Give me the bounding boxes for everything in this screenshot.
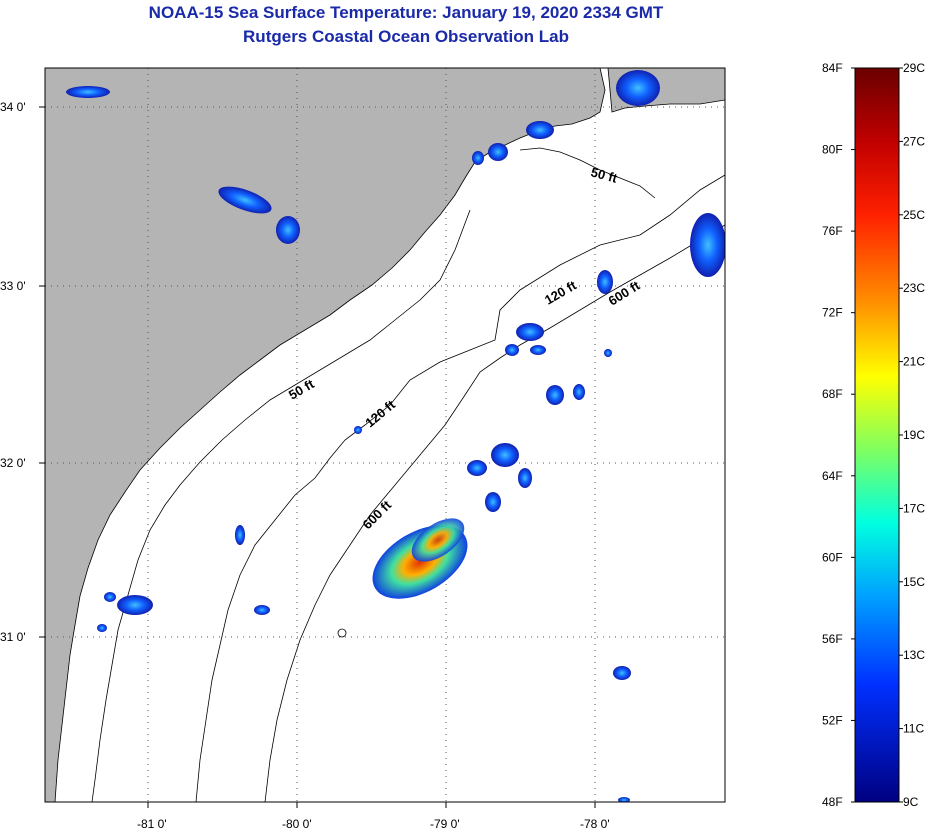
colorbar-c-label: 27C bbox=[903, 134, 925, 148]
lat-tick-2: 33 0' bbox=[0, 279, 26, 293]
contour-600ft bbox=[264, 224, 725, 802]
contour-120ft bbox=[195, 174, 725, 802]
colorbar-c-label: 21C bbox=[903, 355, 925, 369]
lon-tick-1: -81 0' bbox=[137, 817, 167, 831]
colorbar-f-label: 48F bbox=[822, 795, 843, 809]
colorbar-f-label: 76F bbox=[822, 224, 843, 238]
contour-50ft-south bbox=[91, 209, 471, 802]
contour-island bbox=[337, 628, 347, 638]
colorbar-c-label: 25C bbox=[903, 208, 925, 222]
colorbar-c-label: 9C bbox=[903, 795, 919, 809]
colorbar-c-label: 11C bbox=[903, 722, 924, 736]
lon-tick-3: -79 0' bbox=[430, 817, 460, 831]
sst-patches bbox=[66, 70, 725, 802]
map-subtitle: Rutgers Coastal Ocean Observation Lab bbox=[243, 27, 569, 46]
colorbar-f-label: 64F bbox=[822, 469, 843, 483]
map-frame bbox=[44, 67, 726, 803]
lat-tick-4: 31 0' bbox=[0, 630, 26, 644]
colorbar: 84F 80F 76F 72F 68F 64F 60F 56F 52F 48F 29C 27C 25C… bbox=[822, 61, 925, 809]
colorbar-c-label: 17C bbox=[903, 501, 925, 515]
contour-label-50ft-north: 50 ft bbox=[589, 164, 619, 186]
colorbar-f-label: 72F bbox=[822, 306, 843, 320]
colorbar-f-label: 80F bbox=[822, 143, 843, 157]
colorbar-f-label: 60F bbox=[822, 550, 843, 564]
colorbar-f-label: 68F bbox=[822, 387, 843, 401]
lat-tick-3: 32 0' bbox=[0, 456, 26, 470]
colorbar-c-label: 19C bbox=[903, 428, 925, 442]
colorbar-c-label: 23C bbox=[903, 281, 925, 295]
colorbar-f-label: 52F bbox=[822, 713, 843, 727]
colorbar-c-label: 15C bbox=[903, 575, 925, 589]
map-area: 50 ft 50 ft 120 ft 120 ft 600 ft 600 ft bbox=[45, 68, 725, 802]
lon-tick-2: -80 0' bbox=[282, 817, 312, 831]
frame-ticks bbox=[39, 106, 596, 808]
colorbar-c-label: 13C bbox=[903, 648, 925, 662]
colorbar-celsius-labels: 29C 27C 25C 23C 21C 19C 17C 15C 13C 11C 9C bbox=[899, 61, 925, 809]
lon-tick-4: -78 0' bbox=[580, 817, 610, 831]
colorbar-fahrenheit-labels: 84F 80F 76F 72F 68F 64F 60F 56F 52F 48F bbox=[822, 61, 855, 809]
lat-tick-1: 34 0' bbox=[0, 100, 26, 114]
colorbar-gradient bbox=[854, 67, 900, 803]
colorbar-f-label: 84F bbox=[822, 61, 843, 75]
colorbar-c-label: 29C bbox=[903, 61, 925, 75]
map-title: NOAA-15 Sea Surface Temperature: January… bbox=[148, 3, 664, 22]
colorbar-f-label: 56F bbox=[822, 632, 843, 646]
contour-50ft-north bbox=[519, 147, 656, 199]
graticule bbox=[45, 68, 725, 802]
